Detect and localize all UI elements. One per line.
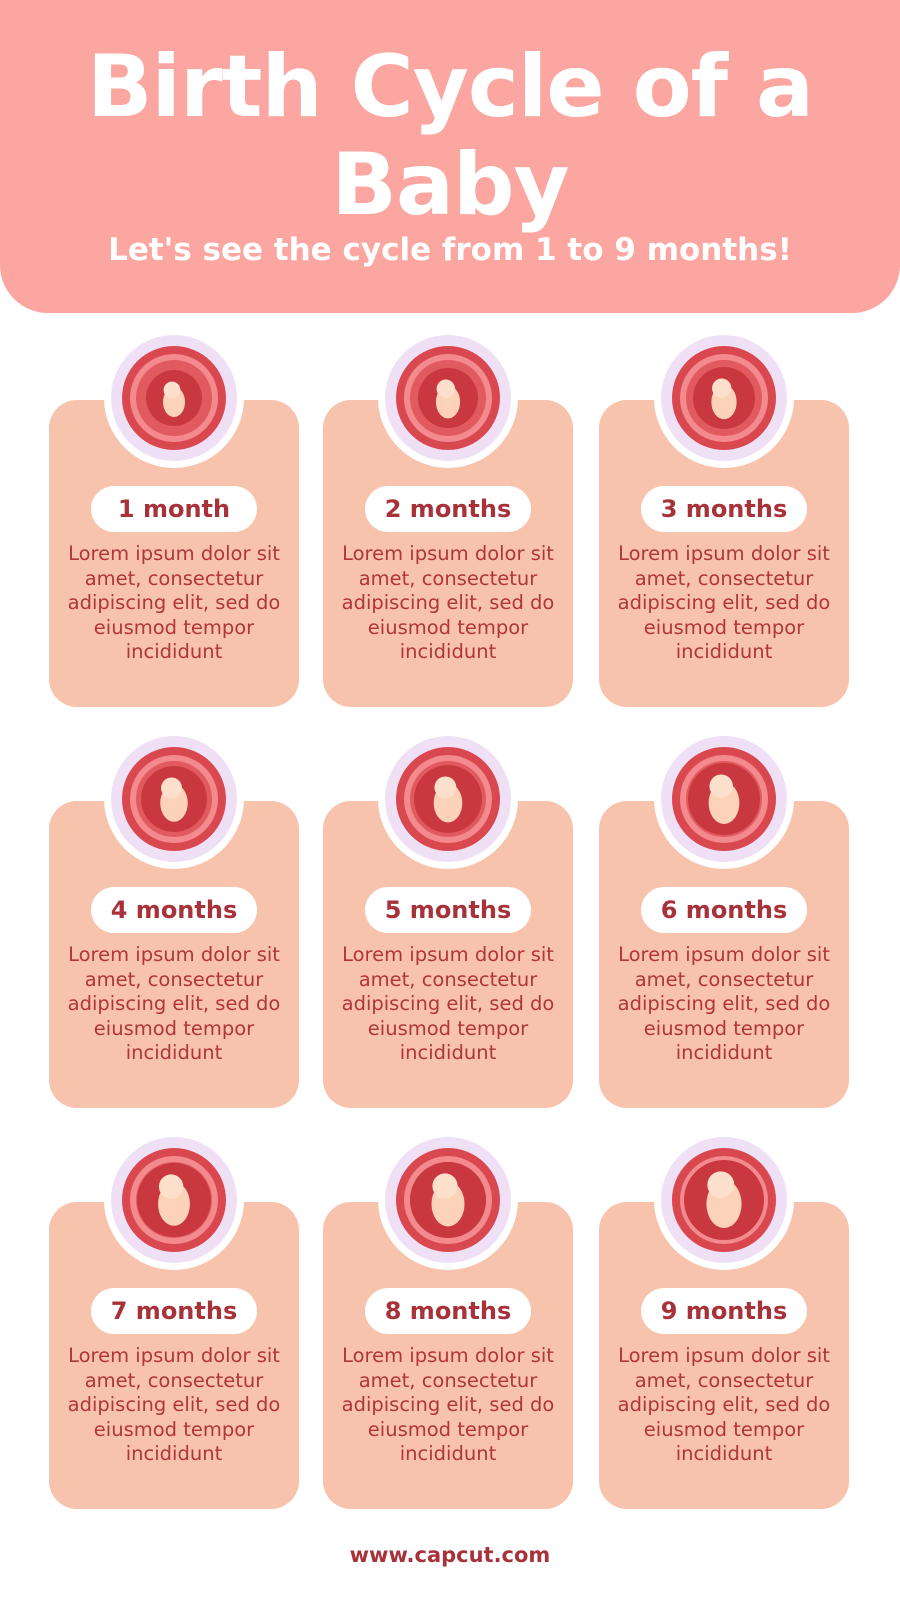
page-subtitle: Let's see the cycle from 1 to 9 months! [108, 232, 792, 268]
stage-label: 1 month [91, 486, 257, 532]
stage-label: 3 months [641, 486, 807, 532]
fetus-icon [661, 1137, 787, 1263]
stage-card: 7 months Lorem ipsum dolor sit amet, cons… [49, 1202, 299, 1509]
page-title: Birth Cycle of a Baby [86, 37, 814, 235]
fetus-icon [385, 736, 511, 862]
stage-card: 9 months Lorem ipsum dolor sit amet, cons… [599, 1202, 849, 1509]
stage-description: Lorem ipsum dolor sit amet, consectetur … [617, 542, 831, 664]
stage-description: Lorem ipsum dolor sit amet, consectetur … [341, 943, 555, 1065]
stage-label: 8 months [365, 1288, 531, 1334]
fetus-icon [385, 335, 511, 461]
stage-label: 9 months [641, 1288, 807, 1334]
fetus-icon [661, 335, 787, 461]
stage-description: Lorem ipsum dolor sit amet, consectetur … [617, 1344, 831, 1466]
stage-label: 5 months [365, 887, 531, 933]
stage-description: Lorem ipsum dolor sit amet, consectetur … [617, 943, 831, 1065]
stage-label: 2 months [365, 486, 531, 532]
stage-description: Lorem ipsum dolor sit amet, consectetur … [67, 542, 281, 664]
fetus-icon [661, 736, 787, 862]
stage-label: 4 months [91, 887, 257, 933]
stage-label: 7 months [91, 1288, 257, 1334]
footer-url[interactable]: www.capcut.com [349, 1543, 551, 1567]
stage-description: Lorem ipsum dolor sit amet, consectetur … [67, 1344, 281, 1466]
embryo-icon [111, 335, 237, 461]
stage-card: 3 months Lorem ipsum dolor sit amet, cons… [599, 400, 849, 707]
stage-description: Lorem ipsum dolor sit amet, consectetur … [341, 1344, 555, 1466]
stage-description: Lorem ipsum dolor sit amet, consectetur … [341, 542, 555, 664]
stage-label: 6 months [641, 887, 807, 933]
fetus-icon [111, 1137, 237, 1263]
fetus-icon [385, 1137, 511, 1263]
fetus-icon [111, 736, 237, 862]
header-banner: Birth Cycle of a Baby Let's see the cycl… [0, 0, 900, 313]
stage-description: Lorem ipsum dolor sit amet, consectetur … [67, 943, 281, 1065]
